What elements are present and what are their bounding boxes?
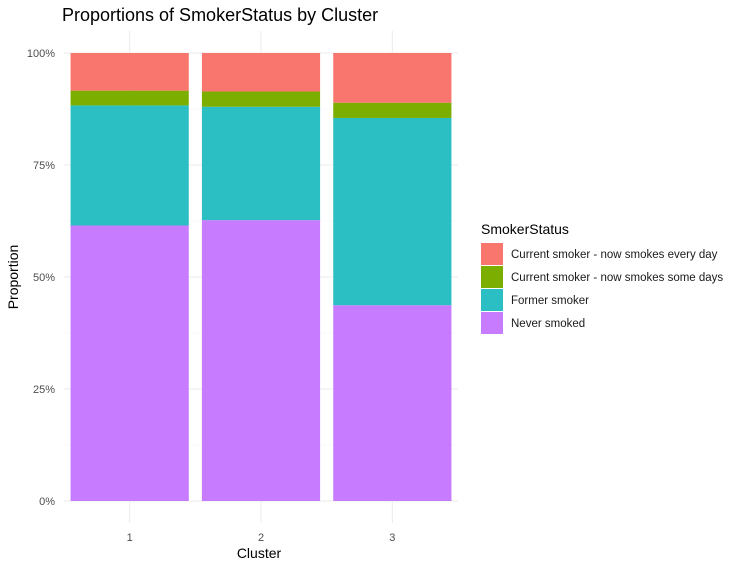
bar-segment bbox=[333, 53, 452, 103]
x-tick-label: 2 bbox=[258, 532, 264, 544]
legend-title: SmokerStatus bbox=[481, 221, 569, 237]
x-axis-title: Cluster bbox=[237, 545, 282, 561]
y-tick-label: 0% bbox=[39, 496, 55, 508]
x-tick-label: 3 bbox=[389, 532, 395, 544]
bar-segment bbox=[333, 102, 452, 118]
bar-segment bbox=[201, 106, 321, 221]
y-tick-label: 75% bbox=[33, 160, 55, 172]
legend-label: Former smoker bbox=[511, 295, 589, 307]
y-axis-ticks: 0% 25% 50% 75% 100% bbox=[27, 48, 55, 508]
legend-swatch bbox=[481, 289, 503, 311]
y-axis-title: Proportion bbox=[5, 245, 21, 310]
legend-label: Current smoker - now smokes some days bbox=[511, 272, 723, 284]
legend-label: Current smoker - now smokes every day bbox=[511, 249, 718, 261]
x-tick-label: 1 bbox=[127, 532, 133, 544]
bar-segment bbox=[201, 53, 321, 92]
y-tick-label: 100% bbox=[27, 48, 55, 60]
legend-swatch bbox=[481, 243, 503, 265]
bar-segment bbox=[333, 305, 452, 501]
bar-segment bbox=[70, 105, 189, 226]
bar-segment bbox=[70, 90, 189, 106]
y-tick-label: 50% bbox=[33, 272, 55, 284]
legend: SmokerStatus Current smoker - now smokes… bbox=[481, 221, 723, 334]
chart-title: Proportions of SmokerStatus by Cluster bbox=[62, 5, 378, 25]
legend-swatch bbox=[481, 312, 503, 334]
y-tick-label: 25% bbox=[33, 384, 55, 396]
bar-segment bbox=[333, 117, 452, 306]
legend-label: Never smoked bbox=[511, 318, 585, 330]
bar-segment bbox=[201, 220, 321, 501]
bar-segment bbox=[201, 91, 321, 107]
x-axis-ticks: 1 2 3 bbox=[127, 532, 396, 544]
bars bbox=[70, 53, 452, 502]
legend-swatch bbox=[481, 266, 503, 288]
bar-segment bbox=[70, 225, 189, 502]
bar-segment bbox=[70, 53, 189, 91]
